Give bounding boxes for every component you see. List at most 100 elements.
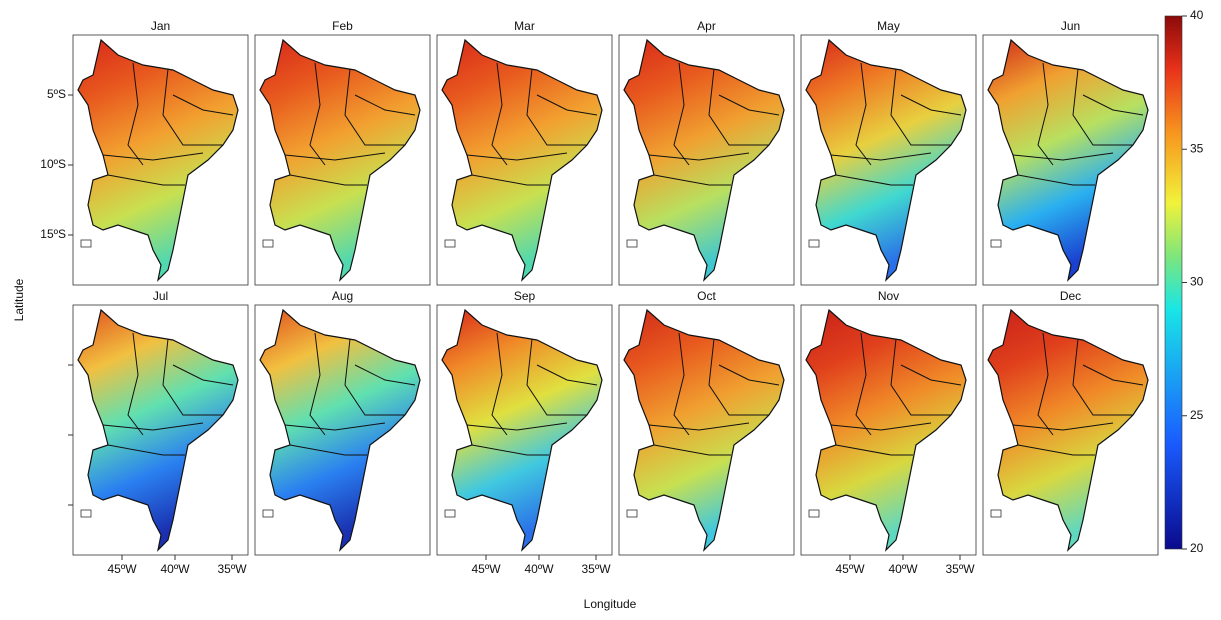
state-border — [127, 332, 144, 436]
y-axis-label: Latitude — [12, 278, 26, 321]
lon-tick-label: 35ºW — [945, 562, 975, 576]
panel-title: Apr — [697, 19, 716, 33]
state-border — [653, 174, 731, 186]
state-border — [162, 338, 223, 416]
inset-box — [990, 239, 1002, 248]
region-map — [623, 308, 785, 552]
lon-tick-label: 40ºW — [160, 562, 190, 576]
region-map — [805, 308, 967, 552]
panel-title: Mar — [514, 19, 535, 33]
state-border — [673, 332, 690, 436]
panel-title: Oct — [697, 289, 716, 303]
region-map — [77, 308, 239, 552]
state-border — [471, 444, 549, 456]
inset-box — [80, 239, 92, 248]
region-map — [259, 308, 421, 552]
state-border — [491, 62, 508, 166]
region-map — [259, 38, 421, 282]
state-border — [107, 444, 185, 456]
state-border — [284, 422, 386, 431]
state-border — [1082, 364, 1144, 386]
state-border — [890, 338, 951, 416]
state-border — [102, 152, 204, 161]
state-border — [718, 364, 780, 386]
state-border — [648, 152, 750, 161]
state-border — [835, 444, 913, 456]
inset-box — [808, 239, 820, 248]
region-map — [623, 38, 785, 282]
panel-title: Nov — [878, 289, 899, 303]
state-border — [284, 152, 386, 161]
lat-tick-label: 10ºS — [40, 157, 66, 171]
inset-box — [80, 509, 92, 518]
state-border — [354, 364, 416, 386]
state-border — [172, 364, 234, 386]
state-border — [466, 422, 568, 431]
lon-tick-label: 35ºW — [581, 562, 611, 576]
panel-title: Sep — [514, 289, 536, 303]
state-border — [1082, 94, 1144, 116]
state-border — [1012, 422, 1114, 431]
state-border — [718, 94, 780, 116]
inset-box — [262, 509, 274, 518]
inset-box — [262, 239, 274, 248]
state-border — [890, 68, 951, 146]
state-border — [354, 94, 416, 116]
panel-title: Feb — [332, 19, 353, 33]
colorbar-tick-label: 20 — [1190, 541, 1204, 555]
state-border — [708, 68, 769, 146]
colorbar-tick-label: 40 — [1190, 8, 1204, 22]
panel-title: Jul — [153, 289, 168, 303]
x-axis-label: Longitude — [584, 597, 637, 611]
region-map — [441, 38, 603, 282]
region-map — [77, 38, 239, 282]
inset-box — [990, 509, 1002, 518]
state-border — [648, 422, 750, 431]
state-border — [491, 332, 508, 436]
state-border — [673, 62, 690, 166]
state-border — [309, 62, 326, 166]
lon-tick-label: 45ºW — [835, 562, 865, 576]
region-map — [805, 38, 967, 282]
state-border — [830, 152, 932, 161]
state-border — [1017, 444, 1095, 456]
panel-title: Jun — [1061, 19, 1080, 33]
state-border — [344, 68, 405, 146]
lon-tick-label: 45ºW — [471, 562, 501, 576]
state-border — [172, 94, 234, 116]
state-border — [344, 338, 405, 416]
state-border — [471, 174, 549, 186]
state-border — [855, 62, 872, 166]
state-border — [900, 94, 962, 116]
state-border — [536, 94, 598, 116]
state-border — [1037, 62, 1054, 166]
state-border — [107, 174, 185, 186]
state-border — [536, 364, 598, 386]
region-map — [441, 308, 603, 552]
lon-tick-label: 40ºW — [524, 562, 554, 576]
state-border — [835, 174, 913, 186]
state-border — [900, 364, 962, 386]
colorbar — [1164, 15, 1183, 550]
state-border — [855, 332, 872, 436]
inset-box — [808, 509, 820, 518]
lat-tick-label: 15ºS — [40, 227, 66, 241]
state-border — [466, 152, 568, 161]
state-border — [127, 62, 144, 166]
state-border — [289, 174, 367, 186]
state-border — [1012, 152, 1114, 161]
lon-tick-label: 40ºW — [888, 562, 918, 576]
region-map — [987, 38, 1149, 282]
inset-box — [626, 509, 638, 518]
colorbar-tick-label: 30 — [1190, 275, 1204, 289]
state-border — [1037, 332, 1054, 436]
inset-box — [444, 509, 456, 518]
lat-tick-label: 5ºS — [47, 87, 66, 101]
panel-title: May — [877, 19, 900, 33]
region-map — [987, 308, 1149, 552]
panel-title: Jan — [151, 19, 170, 33]
inset-box — [444, 239, 456, 248]
state-border — [1072, 338, 1133, 416]
state-border — [653, 444, 731, 456]
state-border — [1072, 68, 1133, 146]
